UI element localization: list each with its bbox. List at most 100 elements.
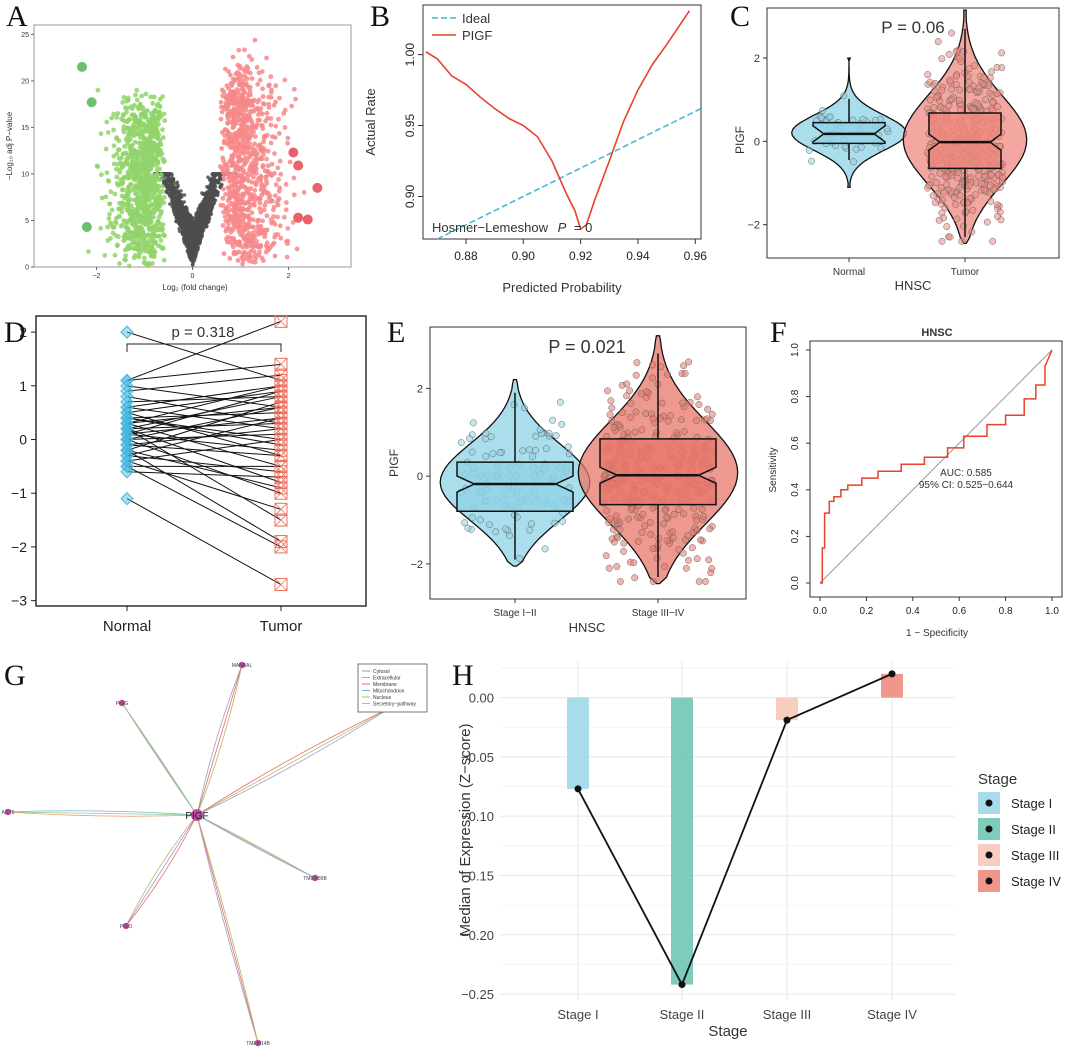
volcano-point (194, 216, 198, 220)
jitter-point (608, 417, 616, 425)
volcano-point (110, 225, 116, 230)
volcano-point (230, 54, 236, 60)
panel-label-a: A (6, 0, 28, 33)
volcano-point (205, 184, 209, 189)
volcano-point (234, 250, 239, 256)
jitter-point (960, 48, 968, 55)
volcano-point (218, 176, 222, 180)
volcano-point (187, 229, 191, 233)
volcano-point (182, 193, 187, 197)
volcano-point (264, 156, 269, 162)
panel-label-h: H (452, 659, 474, 692)
jitter-point (616, 526, 624, 533)
panel-f: F HNSC 0.00.00.20.20.40.40.60.60.80.81.0… (768, 316, 1063, 639)
network-center-label: PIGF (185, 811, 208, 822)
jitter-point (620, 547, 628, 555)
jitter-point (694, 393, 701, 401)
volcano-point (245, 65, 251, 71)
volcano-point (150, 261, 155, 266)
volcano-point (154, 176, 160, 182)
panel-a-ylabel: −Log₁₀ adj P−value (5, 111, 14, 180)
network-edge (196, 814, 259, 1044)
jitter-point (693, 555, 701, 563)
jitter-point (808, 157, 816, 165)
volcano-point (142, 255, 147, 261)
volcano-point (271, 207, 276, 213)
volcano-point (142, 136, 148, 142)
legend-label: Cytosol (373, 669, 390, 675)
volcano-point (261, 207, 267, 213)
volcano-point (228, 100, 233, 105)
jitter-point (974, 100, 982, 108)
jitter-point (610, 424, 618, 432)
volcano-point (240, 112, 246, 118)
jitter-point (620, 539, 628, 547)
volcano-point (111, 111, 116, 117)
jitter-point (859, 115, 867, 123)
jitter-point (965, 78, 973, 86)
network-edge (196, 664, 243, 816)
legend-key-point (985, 851, 993, 859)
volcano-point (276, 188, 282, 194)
y-tick-label: −1 (11, 485, 27, 501)
volcano-point (127, 246, 132, 252)
volcano-point (252, 141, 257, 147)
jitter-point (559, 517, 567, 525)
volcano-point (268, 74, 274, 79)
volcano-point (257, 117, 262, 123)
hosmer-lemeshow-label: Hosmer−Lemeshow P = 0 (432, 220, 592, 235)
jitter-point (681, 370, 689, 377)
jitter-point (695, 401, 703, 408)
panel-b: B 0.88 0.90 0.92 0.94 0.960.900.951.00 Ideal… (363, 0, 707, 295)
y-tick-label: 2 (754, 53, 760, 65)
jitter-point (706, 525, 714, 533)
volcano-point (135, 186, 141, 192)
volcano-point (161, 111, 167, 117)
volcano-point (121, 95, 127, 100)
volcano-point (145, 117, 151, 122)
volcano-point (160, 135, 166, 141)
x-tick-label: −2 (92, 273, 100, 280)
jitter-point (469, 419, 477, 427)
jitter-point (660, 520, 668, 528)
y-tick-label: 0 (25, 265, 29, 272)
jitter-point (564, 443, 572, 451)
volcano-point (146, 238, 152, 244)
volcano-point (228, 193, 234, 199)
volcano-point (140, 246, 146, 252)
jitter-point (532, 446, 539, 454)
jitter-point (526, 526, 534, 534)
volcano-point (238, 99, 244, 105)
legend-label: Stage II (1011, 822, 1056, 837)
y-tick-label: 0.00 (469, 691, 494, 706)
volcano-point (136, 242, 142, 248)
jitter-point (697, 536, 705, 544)
jitter-point (669, 528, 677, 536)
jitter-point (935, 216, 943, 224)
volcano-point (167, 192, 171, 196)
volcano-point (134, 217, 140, 223)
jitter-point (551, 519, 559, 527)
volcano-point (138, 174, 144, 180)
volcano-point (129, 150, 135, 156)
volcano-point (277, 131, 282, 136)
volcano-point (153, 163, 159, 168)
legend-ideal-label: Ideal (462, 11, 490, 26)
volcano-point (253, 134, 258, 139)
jitter-point (948, 29, 956, 37)
jitter-point (646, 519, 654, 526)
jitter-point (952, 200, 960, 208)
volcano-point (201, 213, 205, 217)
jitter-point (670, 510, 678, 518)
volcano-point (135, 153, 141, 159)
volcano-point (184, 214, 189, 219)
volcano-point (225, 225, 231, 231)
jitter-point (952, 47, 960, 55)
volcano-point (275, 214, 280, 220)
volcano-point (171, 177, 176, 181)
jitter-point (998, 174, 1006, 181)
volcano-point (257, 206, 263, 211)
volcano-point (250, 202, 256, 207)
volcano-point (245, 238, 251, 244)
